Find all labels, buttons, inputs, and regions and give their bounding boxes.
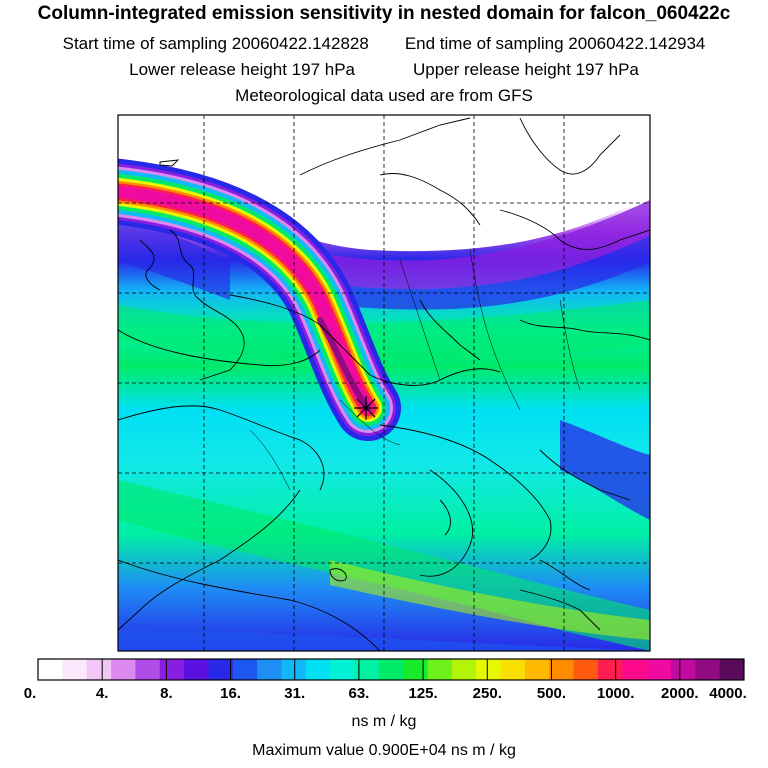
colorbar-swatch bbox=[719, 659, 745, 680]
colorbar-tick-label: 4000. bbox=[709, 685, 747, 702]
colorbar-swatch bbox=[695, 659, 721, 680]
sampling-time-line: Start time of sampling 20060422.142828 En… bbox=[0, 34, 768, 54]
colorbar-tick-label: 250. bbox=[472, 685, 502, 702]
colorbar-swatch bbox=[159, 659, 185, 680]
met-data-label: Meteorological data used are from GFS bbox=[235, 86, 533, 105]
colorbar-swatch bbox=[378, 659, 404, 680]
colorbar-tick-label: 16. bbox=[220, 685, 241, 702]
start-time-label: Start time of sampling 20060422.142828 bbox=[62, 34, 369, 53]
map-frame bbox=[117, 114, 651, 652]
colorbar-tick-label: 500. bbox=[536, 685, 567, 702]
end-time-label: End time of sampling 20060422.142934 bbox=[404, 34, 706, 53]
colorbar-swatch bbox=[476, 659, 502, 680]
colorbar-swatch bbox=[573, 659, 599, 680]
colorbar-frame bbox=[37, 658, 745, 681]
colorbar-swatch bbox=[62, 659, 88, 680]
colorbar-swatch bbox=[403, 659, 429, 680]
max-value-label: Maximum value 0.900E+04 ns m / kg bbox=[252, 742, 516, 759]
colorbar-swatch bbox=[670, 659, 696, 680]
colorbar-swatch bbox=[451, 659, 477, 680]
colorbar-tick-label: 8. bbox=[160, 685, 173, 702]
colorbar-swatch bbox=[208, 659, 234, 680]
colorbar-swatch bbox=[86, 659, 112, 680]
colorbar-swatch bbox=[427, 659, 453, 680]
colorbar-swatch bbox=[622, 659, 648, 680]
colorbar-swatch bbox=[257, 659, 282, 680]
colorbar-tick-label: 125. bbox=[408, 685, 438, 702]
colorbar-tick-label: 1000. bbox=[596, 685, 635, 702]
colorbar-swatch bbox=[330, 659, 355, 680]
plot-title: Column-integrated emission sensitivity i… bbox=[37, 3, 731, 24]
colorbar-swatch bbox=[597, 659, 623, 680]
borders bbox=[249, 249, 581, 491]
lower-release-label: Lower release height 197 hPa bbox=[129, 60, 355, 79]
colorbar-swatch bbox=[354, 659, 380, 680]
colorbar-swatch bbox=[646, 659, 672, 680]
colorbar-swatch bbox=[111, 659, 136, 680]
colorbar-tick-label: 31. bbox=[284, 685, 306, 702]
colorbar-swatch bbox=[281, 659, 307, 680]
colorbar-swatch bbox=[38, 659, 63, 680]
colorbar-swatch bbox=[524, 659, 550, 680]
colorbar-swatch bbox=[500, 659, 526, 680]
colorbar-swatch bbox=[184, 659, 209, 680]
colorbar-swatch bbox=[549, 659, 575, 680]
colorbar-unit: ns m / kg bbox=[351, 713, 417, 730]
release-height-line: Lower release height 197 hPa Upper releas… bbox=[0, 60, 768, 80]
colorbar-tick-label: 63. bbox=[348, 685, 370, 702]
upper-release-label: Upper release height 197 hPa bbox=[413, 60, 639, 79]
release-point-marker bbox=[354, 396, 378, 420]
colorbar-tick-label: 4. bbox=[95, 685, 109, 702]
colorbar-tick-label: 0. bbox=[23, 685, 37, 702]
lat-lon-grid bbox=[118, 115, 650, 651]
colorbar bbox=[37, 658, 745, 681]
colorbar-tick-label: 2000. bbox=[661, 685, 699, 702]
colorbar-swatch bbox=[305, 659, 331, 680]
colorbar-swatch bbox=[232, 659, 258, 680]
colorbar-swatch bbox=[135, 659, 161, 680]
